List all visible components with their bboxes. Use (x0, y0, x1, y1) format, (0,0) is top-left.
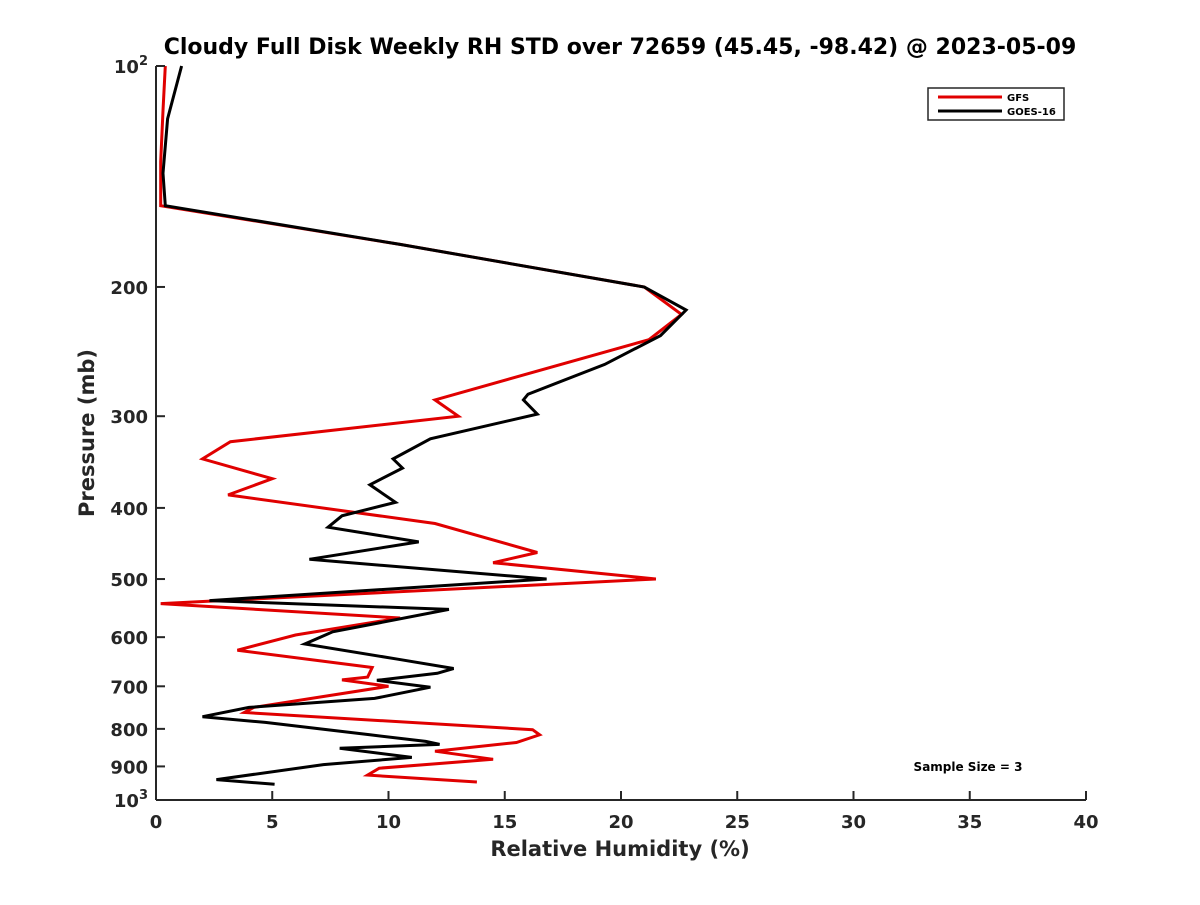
x-tick-label: 10 (376, 812, 401, 833)
x-tick-label: 40 (1073, 812, 1098, 833)
x-tick-label: 0 (150, 812, 163, 833)
x-tick-label: 5 (266, 812, 279, 833)
x-tick-label: 30 (841, 812, 866, 833)
legend: GFS GOES-16 (927, 87, 1065, 121)
legend-box (927, 87, 1065, 121)
series-layer (159, 65, 689, 786)
y-tick-label: 200 (110, 278, 148, 299)
series-line-goes-16 (161, 65, 689, 786)
chart-title: Cloudy Full Disk Weekly RH STD over 7265… (164, 35, 1077, 60)
legend-label: GOES-16 (1007, 107, 1056, 118)
y-tick-label: 102 (114, 54, 148, 78)
x-tick-label: 15 (492, 812, 517, 833)
x-tick-label: 20 (608, 812, 633, 833)
x-axis-label: Relative Humidity (%) (490, 837, 749, 861)
legend-label: GFS (1007, 93, 1029, 104)
y-tick-label: 103 (114, 788, 148, 812)
x-tick-label: 25 (725, 812, 750, 833)
y-tick-label: 900 (110, 757, 148, 778)
x-tick-label: 35 (957, 812, 982, 833)
y-axis-label: Pressure (mb) (75, 349, 99, 517)
y-tick-label: 300 (110, 407, 148, 428)
y-tick-label: 500 (110, 570, 148, 591)
y-tick-label: 800 (110, 720, 148, 741)
y-tick-label: 700 (110, 677, 148, 698)
ticks-layer: 0 5 10 15 20 25 30 35 40 102 200 300 400 500 600 700 800… (110, 54, 1098, 833)
y-tick-label: 400 (110, 499, 148, 520)
y-tick-label: 600 (110, 628, 148, 649)
sample-size-annotation: Sample Size = 3 (914, 760, 1023, 774)
